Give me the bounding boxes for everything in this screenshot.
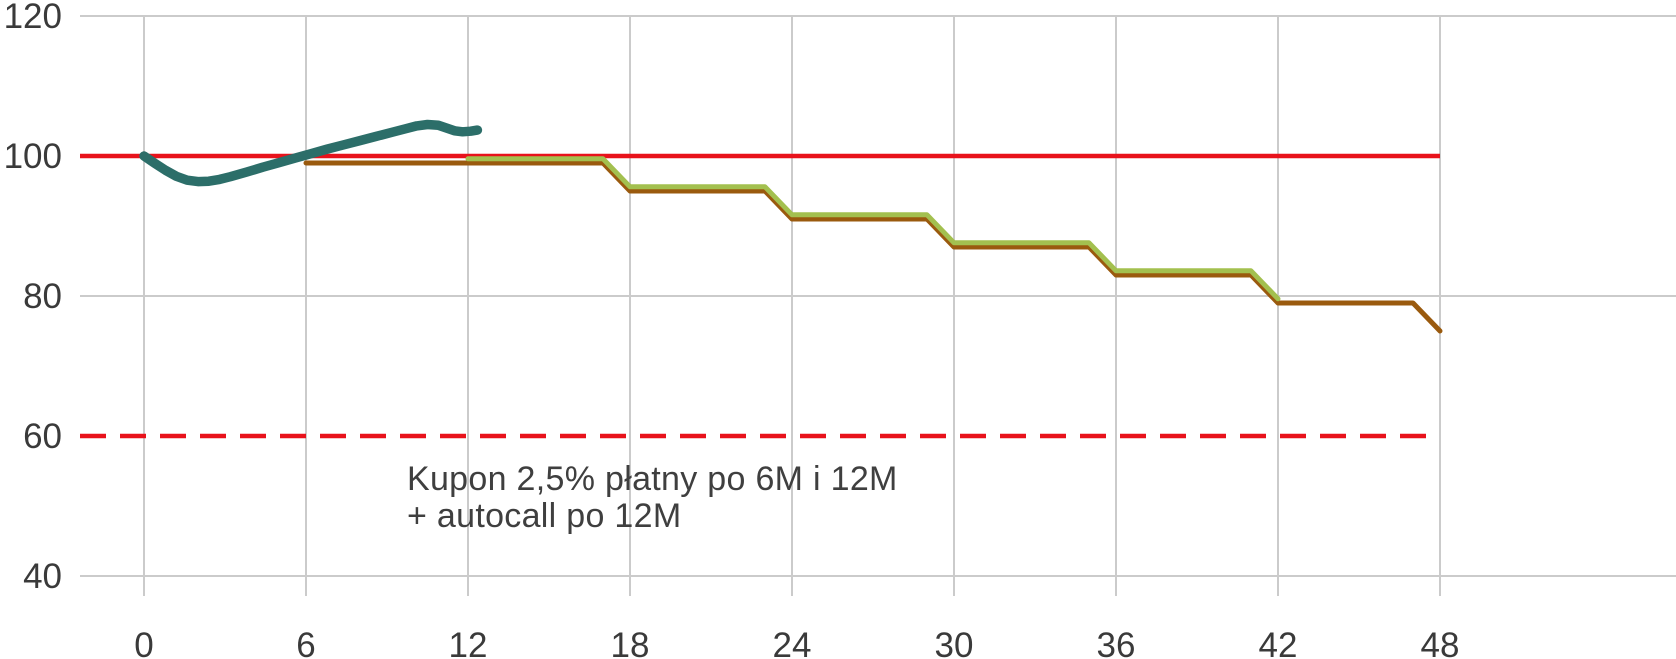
x-tick-label-18: 18 xyxy=(611,626,650,659)
x-tick-label-48: 48 xyxy=(1421,626,1460,659)
y-tick-label-60: 60 xyxy=(23,417,62,456)
x-tick-label-30: 30 xyxy=(935,626,974,659)
x-tick-label-42: 42 xyxy=(1259,626,1298,659)
scenario-path-brown xyxy=(303,160,1443,334)
coupon-autocall-annotation: Kupon 2,5% płatny po 6M i 12M + autocall… xyxy=(407,461,898,535)
x-tick-label-12: 12 xyxy=(449,626,488,659)
y-tick-label-80: 80 xyxy=(23,277,62,316)
x-tick-label-24: 24 xyxy=(773,626,812,659)
y-tick-label-100: 100 xyxy=(4,137,62,176)
x-tick-label-6: 6 xyxy=(296,626,315,659)
x-tick-label-36: 36 xyxy=(1097,626,1136,659)
annotation-line-1: Kupon 2,5% płatny po 6M i 12M xyxy=(407,460,898,498)
underlying-price-path xyxy=(139,119,483,187)
y-tick-label-120: 120 xyxy=(4,0,62,36)
x-tick-label-0: 0 xyxy=(134,626,153,659)
scenario-path-green xyxy=(465,156,1281,302)
y-tick-label-40: 40 xyxy=(23,557,62,596)
annotation-line-2: + autocall po 12M xyxy=(407,497,682,535)
